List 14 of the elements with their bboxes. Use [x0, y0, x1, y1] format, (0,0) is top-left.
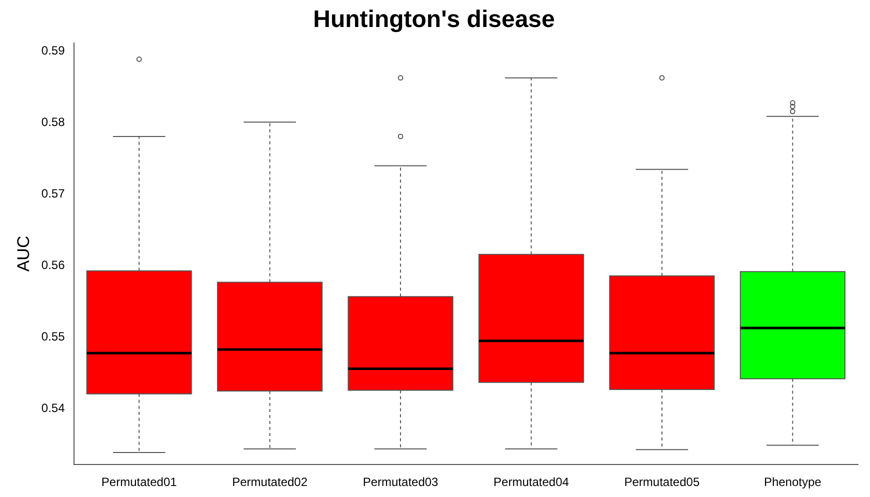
y-tick-label: 0.55 [41, 330, 66, 344]
x-tick-label: Permutated05 [624, 475, 700, 490]
x-tick-label: Permutated02 [232, 475, 308, 490]
x-tick-label: Permutated01 [101, 475, 178, 490]
y-tick-label: 0.56 [41, 258, 66, 272]
y-tick-label: 0.54 [41, 401, 66, 416]
chart-title: Huntington's disease [313, 6, 555, 34]
x-tick-label: Phenotype [764, 475, 822, 490]
x-tick-label: Permutated03 [362, 475, 439, 490]
y-tick-label: 0.58 [41, 115, 66, 130]
x-tick-label: Permutated04 [494, 475, 570, 490]
y-tick-label: 0.59 [41, 44, 66, 58]
y-axis-title: AUC [14, 236, 33, 272]
y-tick-label: 0.57 [41, 186, 66, 201]
